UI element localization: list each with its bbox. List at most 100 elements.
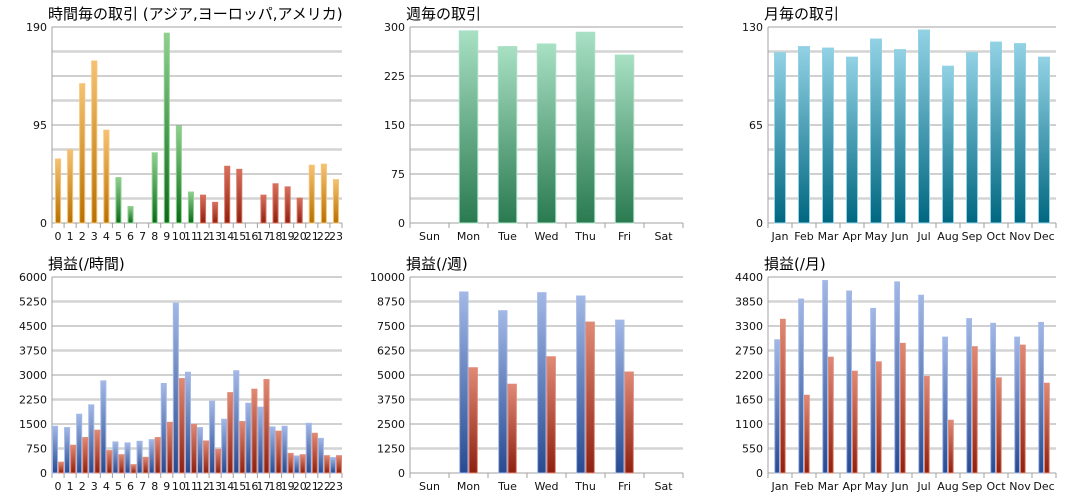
bar <box>990 41 1002 224</box>
y-tick-label: 150 <box>384 119 405 132</box>
y-tick-label: 4400 <box>735 271 763 284</box>
bar <box>263 379 270 474</box>
y-tick-label: 8750 <box>377 296 405 309</box>
x-tick-label: 23 <box>329 480 343 493</box>
y-tick-label: 10000 <box>370 271 405 284</box>
chart-title: 月毎の取引 <box>764 5 840 23</box>
bar <box>894 281 901 474</box>
bar <box>828 356 834 474</box>
bar <box>311 432 318 474</box>
bar <box>1038 56 1050 224</box>
bar <box>272 183 279 224</box>
x-tick-label: 0 <box>55 480 62 493</box>
bar <box>948 419 954 474</box>
x-tick-label: 9 <box>163 480 170 493</box>
x-tick-label: 18 <box>269 480 283 493</box>
bar <box>1014 43 1026 224</box>
y-tick-label: 3000 <box>19 369 47 382</box>
bar <box>215 448 222 474</box>
bar <box>118 454 125 474</box>
x-tick-label: 12 <box>196 230 210 243</box>
bar <box>233 370 240 474</box>
bar <box>64 427 71 474</box>
y-tick-label: 750 <box>26 443 47 456</box>
y-tick-label: 5250 <box>19 296 47 309</box>
x-tick-label: 5 <box>115 230 122 243</box>
bar <box>221 418 228 474</box>
bar <box>239 421 246 474</box>
bar <box>106 450 113 474</box>
bar <box>846 56 858 224</box>
x-tick-label: 23 <box>329 230 343 243</box>
bar <box>990 322 996 474</box>
y-tick-label: 75 <box>391 168 405 181</box>
bar <box>332 179 339 224</box>
x-tick-label: Fri <box>618 230 631 243</box>
x-tick-label: 12 <box>196 480 210 493</box>
bar <box>852 370 858 474</box>
y-tick-label: 3300 <box>735 320 763 333</box>
bar <box>335 455 343 474</box>
x-tick-label: 21 <box>305 480 319 493</box>
chart-title: 時間毎の取引 (アジア,ヨーロッパ,アメリカ) <box>48 5 343 23</box>
x-tick-label: 19 <box>281 480 295 493</box>
x-tick-label: Jul <box>916 230 930 243</box>
y-tick-label: 0 <box>398 467 405 480</box>
bar <box>163 32 170 224</box>
bar <box>305 422 312 474</box>
bar <box>275 430 282 474</box>
y-tick-label: 225 <box>384 70 405 83</box>
bar <box>876 361 882 474</box>
x-tick-label: 15 <box>232 230 246 243</box>
bar <box>780 318 786 474</box>
bar <box>459 291 469 474</box>
bar <box>798 46 810 224</box>
bar <box>507 383 517 474</box>
weekly-trades-chart: 週毎の取引 0 75 150 225 300 Sun Mon Tue Wed Thu Fri Sat <box>360 0 720 250</box>
bar <box>774 52 786 224</box>
bar <box>822 47 834 224</box>
x-tick-label: Sat <box>654 480 673 493</box>
bar <box>203 440 210 474</box>
bar <box>58 461 65 474</box>
bar <box>284 186 291 224</box>
x-tick-label: Sun <box>419 230 440 243</box>
bar <box>260 194 267 224</box>
x-tick-label: Jun <box>890 230 908 243</box>
x-tick-label: 22 <box>317 480 331 493</box>
y-tick-label: 7500 <box>377 320 405 333</box>
bar <box>576 295 586 474</box>
bar <box>151 152 158 224</box>
bar <box>317 437 324 474</box>
bar <box>972 346 978 474</box>
x-tick-label: Oct <box>986 230 1006 243</box>
x-tick-label: 7 <box>139 480 146 493</box>
weekly-pl-chart: 損益(/週) 0 1250 2500 3750 5000 6250 7500 8750 10000… <box>360 250 720 500</box>
bar <box>774 339 781 474</box>
x-tick-label: Apr <box>842 480 862 493</box>
x-tick-label: 9 <box>163 230 170 243</box>
x-tick-label: 19 <box>281 230 295 243</box>
x-tick-label: Wed <box>535 230 559 243</box>
bar <box>822 280 828 474</box>
bar <box>293 455 300 474</box>
x-tick-label: Fri <box>618 480 631 493</box>
bar <box>209 400 216 474</box>
x-tick-label: 0 <box>55 230 62 243</box>
y-tick-label: 2250 <box>19 394 47 407</box>
bar <box>79 83 86 224</box>
bar <box>88 404 95 474</box>
x-tick-label: 11 <box>184 480 198 493</box>
y-tick-label: 3850 <box>735 296 763 309</box>
bar <box>190 423 197 474</box>
x-tick-label: 17 <box>256 230 270 243</box>
x-tick-label: Mar <box>818 480 839 493</box>
x-tick-label: 4 <box>103 230 110 243</box>
bar <box>798 298 804 474</box>
y-tick-label: 0 <box>398 217 405 230</box>
x-tick-label: 6 <box>127 480 134 493</box>
bar <box>103 129 110 224</box>
y-tick-label: 190 <box>26 21 47 34</box>
x-tick-label: Wed <box>535 480 559 493</box>
x-tick-label: 5 <box>115 480 122 493</box>
